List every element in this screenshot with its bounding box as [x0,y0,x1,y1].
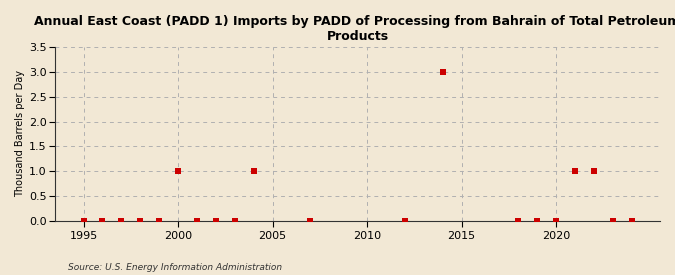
Point [437,70,448,74]
Point [248,169,259,174]
Point [211,219,221,223]
Point [305,219,316,223]
Point [608,219,618,223]
Point [570,169,580,174]
Point [173,169,184,174]
Point [513,219,524,223]
Point [626,219,637,223]
Point [78,219,89,223]
Point [230,219,240,223]
Y-axis label: Thousand Barrels per Day: Thousand Barrels per Day [15,70,25,197]
Point [532,219,543,223]
Title: Annual East Coast (PADD 1) Imports by PADD of Processing from Bahrain of Total P: Annual East Coast (PADD 1) Imports by PA… [34,15,675,43]
Point [97,219,108,223]
Text: Source: U.S. Energy Information Administration: Source: U.S. Energy Information Administ… [68,263,281,272]
Point [154,219,165,223]
Point [116,219,127,223]
Point [589,169,599,174]
Point [400,219,410,223]
Point [551,219,562,223]
Point [135,219,146,223]
Point [192,219,202,223]
